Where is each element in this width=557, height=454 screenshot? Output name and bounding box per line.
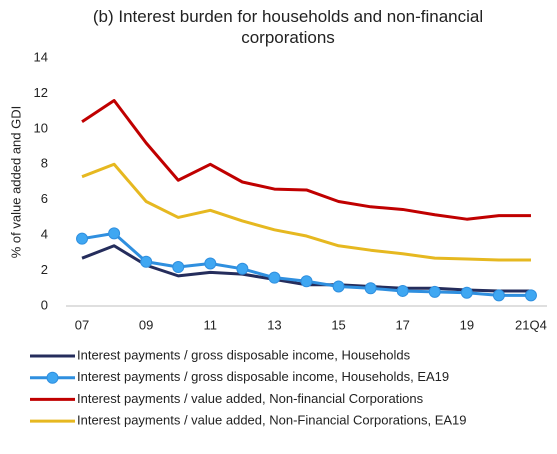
y-tick-label: 6 [41, 191, 48, 206]
series-line [81, 99, 531, 221]
series-marker [364, 282, 377, 295]
series-marker [332, 280, 345, 293]
x-tick-label: 09 [139, 317, 153, 332]
y-axis-label: % of value added and GDI [8, 106, 23, 259]
y-tick-label: 2 [41, 262, 48, 277]
series-marker [300, 275, 313, 288]
x-tick-label: 19 [460, 317, 474, 332]
x-tick-label: 17 [395, 317, 409, 332]
series-marker [140, 255, 153, 268]
legend-label: Interest payments / value added, Non-Fin… [77, 413, 467, 428]
x-tick-label: 11 [204, 317, 218, 332]
series-marker [76, 232, 89, 245]
x-tick-label: 07 [75, 317, 89, 332]
series-marker [524, 289, 537, 302]
y-tick-label: 14 [34, 49, 48, 64]
series-marker [172, 261, 185, 274]
legend-label: Interest payments / value added, Non-fin… [77, 391, 424, 406]
x-tick-label: 15 [331, 317, 345, 332]
series-marker [396, 284, 409, 297]
series-marker [460, 286, 473, 299]
x-tick-label: 13 [267, 317, 281, 332]
y-tick-label: 4 [41, 227, 48, 242]
series-marker [236, 262, 249, 275]
series-line [81, 162, 531, 262]
y-tick-label: 0 [41, 297, 48, 312]
y-tick-label: 12 [34, 85, 48, 100]
y-tick-label: 10 [34, 120, 48, 135]
series-marker [108, 227, 121, 240]
legend-marker [46, 371, 59, 384]
y-tick-label: 8 [41, 156, 48, 171]
series-marker [428, 285, 441, 298]
chart-title: (b) Interest burden for households and n… [92, 7, 484, 47]
series-marker [492, 289, 505, 302]
legend-label: Interest payments / gross disposable inc… [77, 347, 411, 362]
series-marker [268, 271, 281, 284]
series-marker [204, 257, 217, 270]
legend-label: Interest payments / gross disposable inc… [77, 369, 449, 384]
x-tick-label: 21Q4 [515, 317, 547, 332]
